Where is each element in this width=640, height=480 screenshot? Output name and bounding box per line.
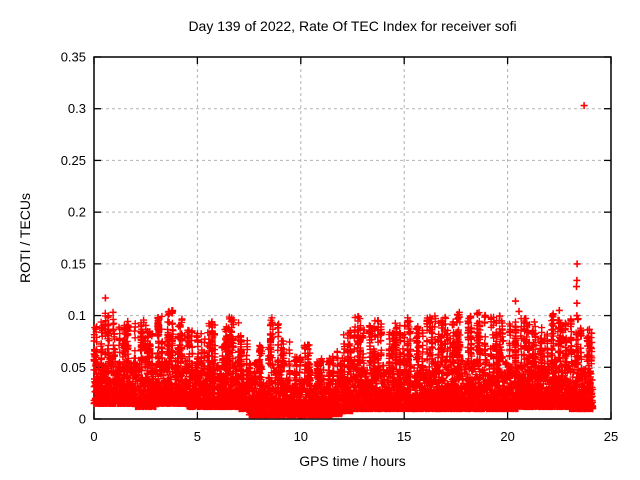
- y-tick-label: 0.3: [68, 101, 86, 116]
- x-tick-label: 5: [194, 429, 201, 444]
- x-axis-label: GPS time / hours: [299, 453, 406, 469]
- y-tick-label: 0.35: [61, 50, 86, 65]
- plot-border: [93, 56, 612, 420]
- chart-title: Day 139 of 2022, Rate Of TEC Index for r…: [188, 18, 516, 34]
- scatter-points: [90, 307, 597, 419]
- x-tick-label: 25: [604, 429, 618, 444]
- x-tick-label: 20: [500, 429, 514, 444]
- x-tick-label: 10: [294, 429, 308, 444]
- y-tick-label: 0.15: [61, 256, 86, 271]
- x-tick-label: 0: [90, 429, 97, 444]
- y-tick-label: 0.2: [68, 205, 86, 220]
- outlier-points: [101, 102, 588, 320]
- y-tick-label: 0: [79, 412, 86, 427]
- y-axis-label: ROTI / TECUs: [17, 193, 33, 283]
- y-tick-label: 0.05: [61, 360, 86, 375]
- y-tick-label: 0.25: [61, 153, 86, 168]
- x-tick-label: 15: [397, 429, 411, 444]
- y-tick-label: 0.1: [68, 308, 86, 323]
